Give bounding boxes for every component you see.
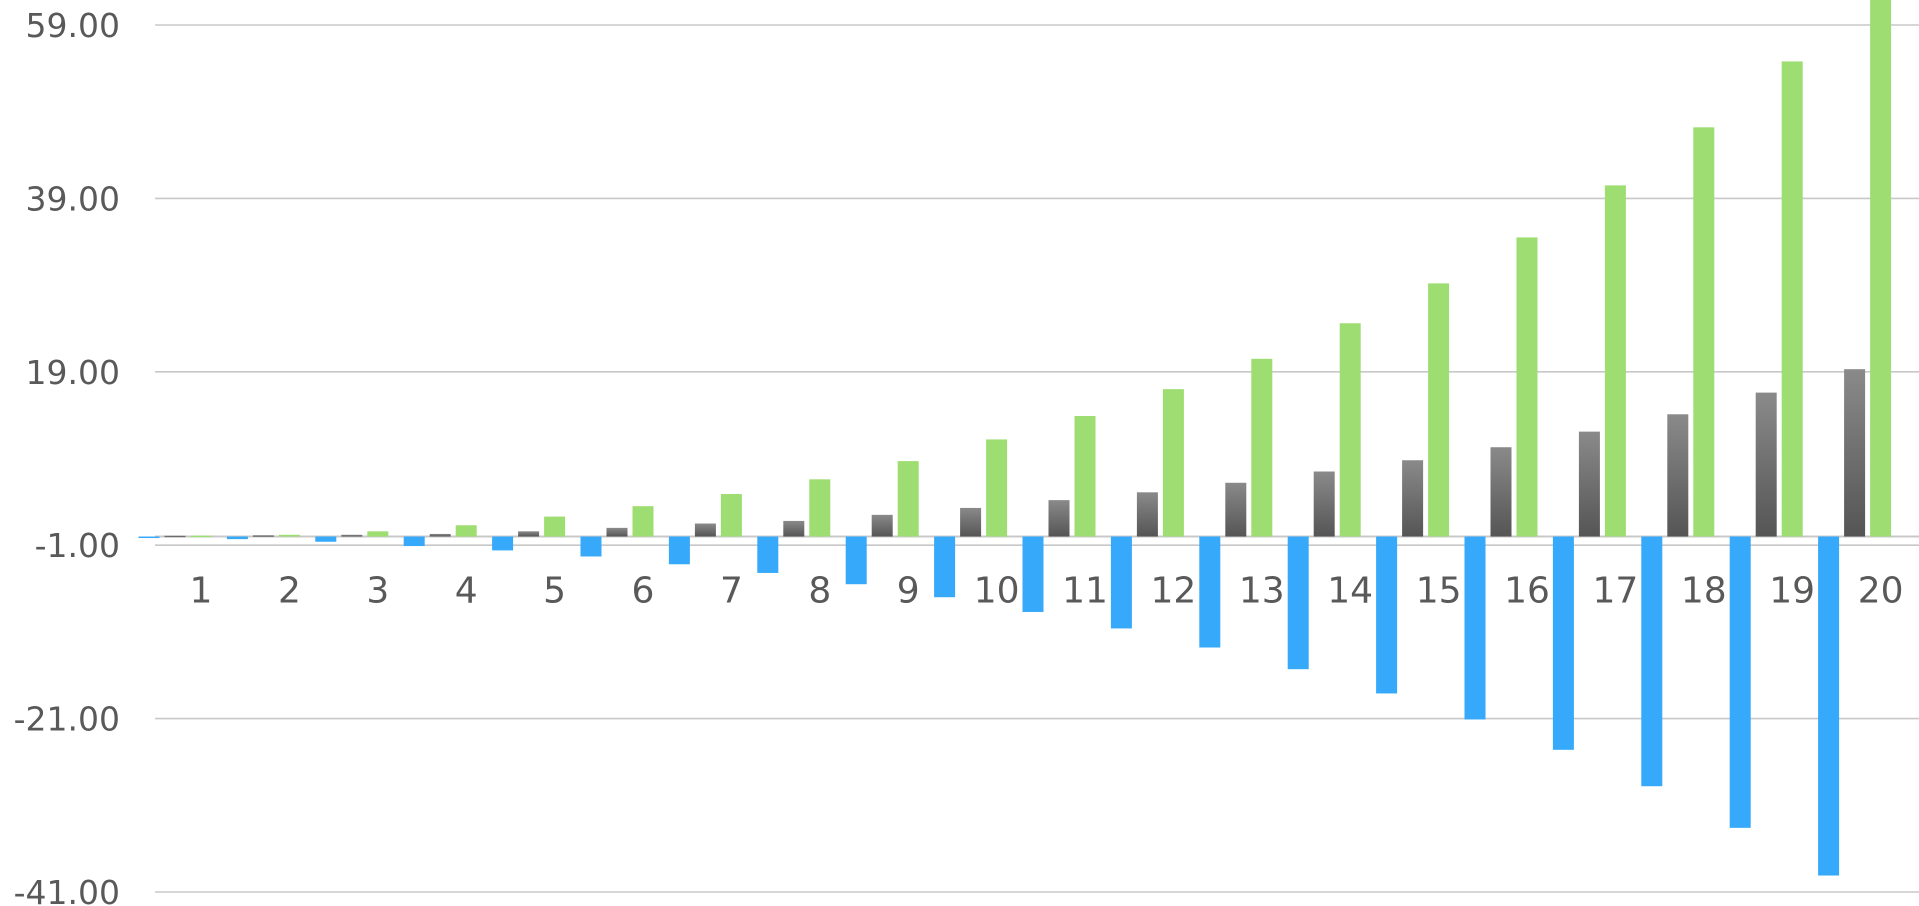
series-c-bar [720,494,742,537]
x-tick-label: 18 [1681,571,1727,612]
series-c-bar [1074,416,1096,537]
x-tick-label: 19 [1769,571,1815,612]
series-c-bar [278,534,300,537]
x-tick-label: 20 [1858,571,1904,612]
series-c-bar [1870,0,1892,537]
series-a-bar [1199,536,1221,648]
series-a-bar [1376,536,1398,694]
series-a-bar [1641,536,1663,787]
series-b-bar [164,535,186,538]
series-b-bar [606,527,628,537]
series-c-bar [190,535,212,538]
x-tick-label: 3 [366,571,389,612]
series-b-bar [341,534,363,537]
series-a-bar [1818,536,1840,876]
series-b-bar [1048,500,1070,537]
x-tick-label: 7 [720,571,743,612]
series-b-bar [1844,369,1866,537]
x-tick-label: 15 [1416,571,1462,612]
series-b-bar [252,535,274,537]
y-tick-label: 19.00 [26,353,120,392]
x-tick-label: 14 [1327,571,1373,612]
series-b-bar [1667,414,1689,537]
x-tick-label: 16 [1504,571,1550,612]
series-b-bar [1313,471,1335,537]
series-b-bar [1402,460,1424,537]
y-tick-label: -41.00 [14,873,120,906]
x-tick-label: 2 [278,571,301,612]
series-b-bar [1136,492,1158,537]
series-c-bar [897,461,919,537]
series-a-bar [1552,536,1574,750]
x-tick-label: 12 [1150,571,1196,612]
series-c-bar [1604,185,1626,537]
series-a-bar [934,536,956,598]
series-b-bar [429,533,451,537]
series-a-bar [1022,536,1044,612]
x-tick-label: 5 [543,571,566,612]
x-tick-label: 13 [1239,571,1285,612]
series-a-bar [315,536,337,542]
series-b-bar [1755,392,1777,537]
series-c-bar [1781,61,1803,537]
series-b-bar [1490,447,1512,537]
series-c-bar [1251,358,1273,537]
series-a-bar [757,536,779,573]
series-a-bar [403,536,425,547]
bars [138,0,1892,876]
series-c-bar [1693,127,1715,537]
series-a-bar [226,536,248,540]
series-b-bar [783,520,805,537]
x-tick-label: 9 [897,571,920,612]
y-tick-label: -21.00 [14,700,120,739]
x-tick-label: 6 [632,571,655,612]
series-a-bar [1110,536,1132,629]
x-axis-ticks: 1 2 3 4 5 6 7 8 9 10 11 12 13 14 15 16 17 18 19 20 [190,571,1904,612]
series-c-bar [1516,237,1538,537]
series-a-bar [668,536,690,565]
series-a-bar [580,536,602,557]
y-tick-label: 59.00 [26,6,120,45]
series-c-bar [632,506,654,537]
x-tick-label: 1 [190,571,213,612]
series-a-bar [492,536,514,551]
x-tick-label: 10 [974,571,1020,612]
series-a-bar [845,536,867,585]
series-b-bar [871,514,893,537]
y-tick-label: -1.00 [35,526,120,565]
series-a-bar [1464,536,1486,720]
series-b-bar [1225,482,1247,537]
series-b-bar [960,507,982,537]
y-axis-ticks: 59.00 39.00 19.00 -1.00 -21.00 -41.00 [14,6,120,906]
series-c-bar [809,479,831,537]
series-c-bar [367,531,389,537]
x-tick-label: 8 [808,571,831,612]
series-a-bar [138,536,160,539]
series-c-bar [455,525,477,537]
series-c-bar [986,439,1008,537]
y-tick-label: 39.00 [26,179,120,218]
x-tick-label: 17 [1592,571,1638,612]
series-b-bar [1578,431,1600,537]
series-c-bar [1339,323,1361,537]
series-c-bar [544,516,566,537]
series-a-bar [1729,536,1751,828]
series-c-bar [1162,389,1184,537]
series-b-bar [518,531,540,537]
series-b-bar [694,523,716,537]
x-tick-label: 4 [455,571,478,612]
series-c-bar [1428,283,1450,537]
x-tick-label: 11 [1062,571,1108,612]
series-a-bar [1287,536,1309,670]
